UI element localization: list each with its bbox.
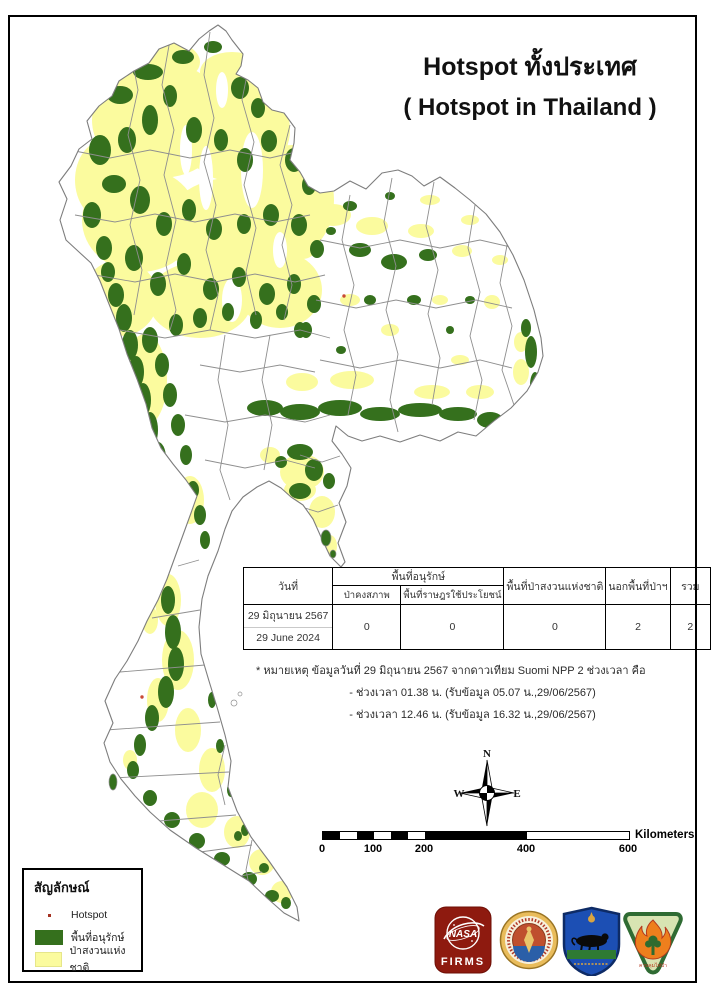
legend-label: พื้นที่อนุรักษ์ xyxy=(71,931,125,944)
hotspot-dot xyxy=(140,695,144,699)
ministry-seal-logo-icon xyxy=(499,910,559,970)
scale-tick-100: 100 xyxy=(363,843,383,855)
compass-east-label: E xyxy=(513,788,520,800)
table-header-conservation-group: พื้นที่อนุรักษ์ xyxy=(332,567,505,586)
conservation-swatch-icon xyxy=(35,929,63,945)
hotspot-dot xyxy=(342,294,346,298)
legend-box: สัญลักษณ์ Hotspot พื้นที่อนุรักษ์ ป่าสงว… xyxy=(22,868,143,974)
scale-tick-600: 600 xyxy=(618,843,638,855)
table-cell-reserved: 0 xyxy=(503,604,607,650)
compass-north-label: N xyxy=(483,748,491,760)
scale-bar-unit: Kilometers xyxy=(635,829,695,841)
islands xyxy=(108,529,343,791)
table-header-total: รวม xyxy=(669,567,711,605)
province-borders xyxy=(69,31,516,901)
nasa-firms-logo-icon: NASA FIRMS xyxy=(434,906,492,974)
hotspot-statistics-table: วันที่ พื้นที่อนุรักษ์ พื้นที่ป่าสงวนแห่… xyxy=(242,567,711,650)
table-header-intact-forest: ป่าคงสภาพ xyxy=(332,585,402,605)
note-line-3: - ช่วงเวลา 12.46 น. (รับข้อมูล 16.32 น.,… xyxy=(349,709,596,721)
reserved-forest-swatch-icon xyxy=(35,951,62,967)
map-title: Hotspot ทั้งประเทศ ( Hotspot in Thailand… xyxy=(370,46,690,128)
forest-fire-control-logo-icon: ควบคุมไฟป่า xyxy=(623,912,683,975)
table-cell-people-use: 0 xyxy=(400,604,505,650)
table-header-people-use: พื้นที่ราษฎรใช้ประโยชน์ xyxy=(400,585,505,605)
title-english: ( Hotspot in Thailand ) xyxy=(403,94,657,121)
legend-title: สัญลักษณ์ xyxy=(34,880,90,895)
conservation-areas xyxy=(83,41,540,909)
nasa-wordmark: NASA xyxy=(449,929,477,940)
table-header-date: วันที่ xyxy=(242,567,334,605)
note-line-2: - ช่วงเวลา 01.38 น. (รับข้อมูล 05.07 น.,… xyxy=(349,687,596,699)
scale-bar-labels: 0 100 200 400 600 xyxy=(318,843,702,857)
scale-tick-400: 400 xyxy=(516,843,536,855)
table-cell-total: 2 xyxy=(669,604,711,650)
table-cell-outside: 2 xyxy=(605,604,671,650)
compass-rose-icon: N S W E xyxy=(454,748,521,843)
compass-west-label: W xyxy=(454,788,465,800)
date-thai: 29 มิถุนายน 2567 xyxy=(244,605,333,628)
firms-wordmark: FIRMS xyxy=(441,956,485,968)
legend-label: Hotspot xyxy=(71,909,108,921)
hotspot-dots xyxy=(140,294,346,699)
date-english: 29 June 2024 xyxy=(256,632,320,644)
scale-bar: Kilometers 0 100 200 400 600 xyxy=(318,829,702,857)
legend-item-hotspot: Hotspot xyxy=(35,904,141,926)
scale-bar-segments xyxy=(322,831,630,840)
country-outline xyxy=(58,24,544,922)
legend-item-conservation: พื้นที่อนุรักษ์ xyxy=(35,926,141,948)
table-cell-date: 29 มิถุนายน 2567 29 June 2024 xyxy=(242,604,334,650)
dnp-shield-logo-icon xyxy=(562,906,621,976)
note-line-1: * หมายเหตุ ข้อมูลวันที่ 29 มิถุนายน 2567… xyxy=(256,665,646,677)
data-notes: * หมายเหตุ ข้อมูลวันที่ 29 มิถุนายน 2567… xyxy=(250,660,695,726)
scale-tick-200: 200 xyxy=(414,843,434,855)
table-header-outside: นอกพื้นที่ป่าฯ xyxy=(605,567,671,605)
legend-item-reserved-forest: ป่าสงวนแห่งชาติ xyxy=(35,945,141,974)
table-cell-intact-forest: 0 xyxy=(332,604,402,650)
legend-label: ป่าสงวนแห่งชาติ xyxy=(69,945,126,974)
fire-logo-caption: ควบคุมไฟป่า xyxy=(639,962,667,969)
hotspot-dot-icon xyxy=(48,913,51,917)
scale-tick-0: 0 xyxy=(318,843,326,855)
table-header-reserved: พื้นที่ป่าสงวนแห่งชาติ xyxy=(503,567,607,605)
title-thai: Hotspot ทั้งประเทศ xyxy=(423,53,637,81)
